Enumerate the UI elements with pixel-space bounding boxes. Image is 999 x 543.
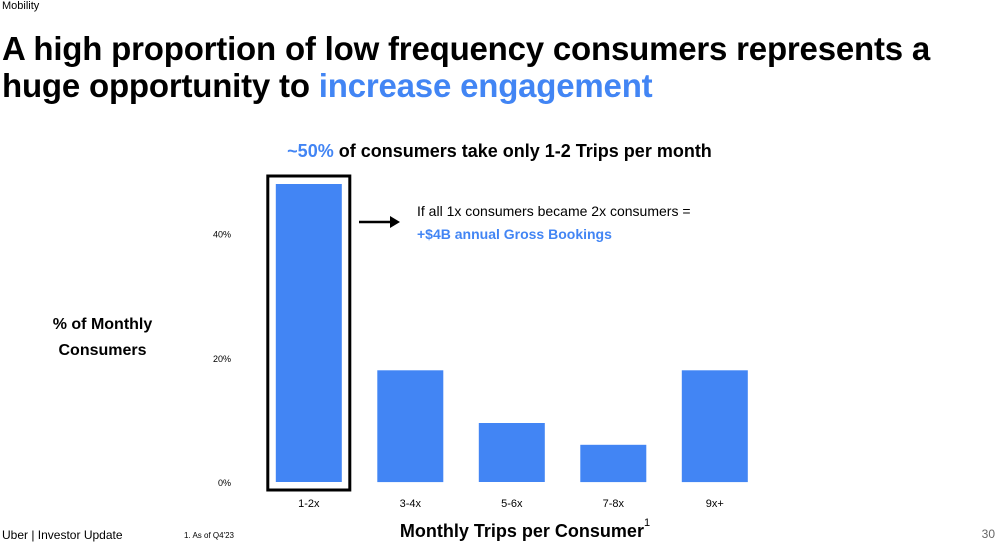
callout-arrow-head xyxy=(390,216,400,228)
x-tick-label: 3-4x xyxy=(400,498,422,510)
bar-9x+ xyxy=(681,370,748,483)
callout-line2: +$4B annual Gross Bookings xyxy=(417,226,612,242)
x-axis-label-text: Monthly Trips per Consumer xyxy=(399,521,644,541)
x-tick-labels: 1-2x 3-4x 5-6x 7-8x 9x+ xyxy=(298,498,724,510)
x-tick-label: 9x+ xyxy=(706,498,724,510)
title-text: A high proportion of low frequency consu… xyxy=(2,30,931,104)
y-axis-label: % of Monthly Consumers xyxy=(52,316,153,359)
highlight-box xyxy=(266,174,352,492)
callout-line1: If all 1x consumers became 2x consumers … xyxy=(417,203,691,219)
footer-note: 1. As of Q4'23 xyxy=(184,531,235,540)
x-tick-label: 7-8x xyxy=(603,498,625,510)
page-number: 30 xyxy=(981,527,995,541)
y-tick-label: 40% xyxy=(213,230,231,240)
x-tick-label: 5-6x xyxy=(501,498,523,510)
subtitle-highlight: ~50% xyxy=(287,141,334,161)
x-axis-label: Monthly Trips per Consumer1 xyxy=(360,517,690,542)
bar-3-4x xyxy=(377,370,444,483)
bar-1-2x xyxy=(275,184,342,482)
bar-7-8x xyxy=(580,444,647,483)
bar-5-6x xyxy=(478,423,545,482)
y-tick-labels: 0% 20% 40% xyxy=(213,230,231,488)
slide-title: A high proportion of low frequency consu… xyxy=(2,30,997,104)
y-tick-label: 0% xyxy=(218,478,231,488)
y-tick-label: 20% xyxy=(213,354,231,364)
chart-subtitle: ~50% of consumers take only 1-2 Trips pe… xyxy=(0,141,999,162)
title-highlight: increase engagement xyxy=(318,67,653,104)
x-axis-footnote-marker: 1 xyxy=(643,517,651,529)
footer-brand: Uber | Investor Update xyxy=(2,528,123,542)
x-tick-label: 1-2x xyxy=(298,498,320,510)
subtitle-text: of consumers take only 1-2 Trips per mon… xyxy=(333,141,712,161)
bars-group xyxy=(275,184,748,483)
callout-arrow xyxy=(359,216,400,228)
section-label: Mobility xyxy=(2,0,40,12)
